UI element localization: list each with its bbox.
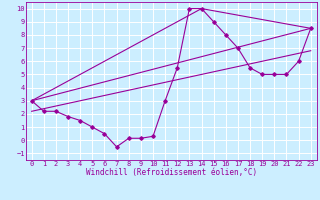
- X-axis label: Windchill (Refroidissement éolien,°C): Windchill (Refroidissement éolien,°C): [86, 168, 257, 177]
